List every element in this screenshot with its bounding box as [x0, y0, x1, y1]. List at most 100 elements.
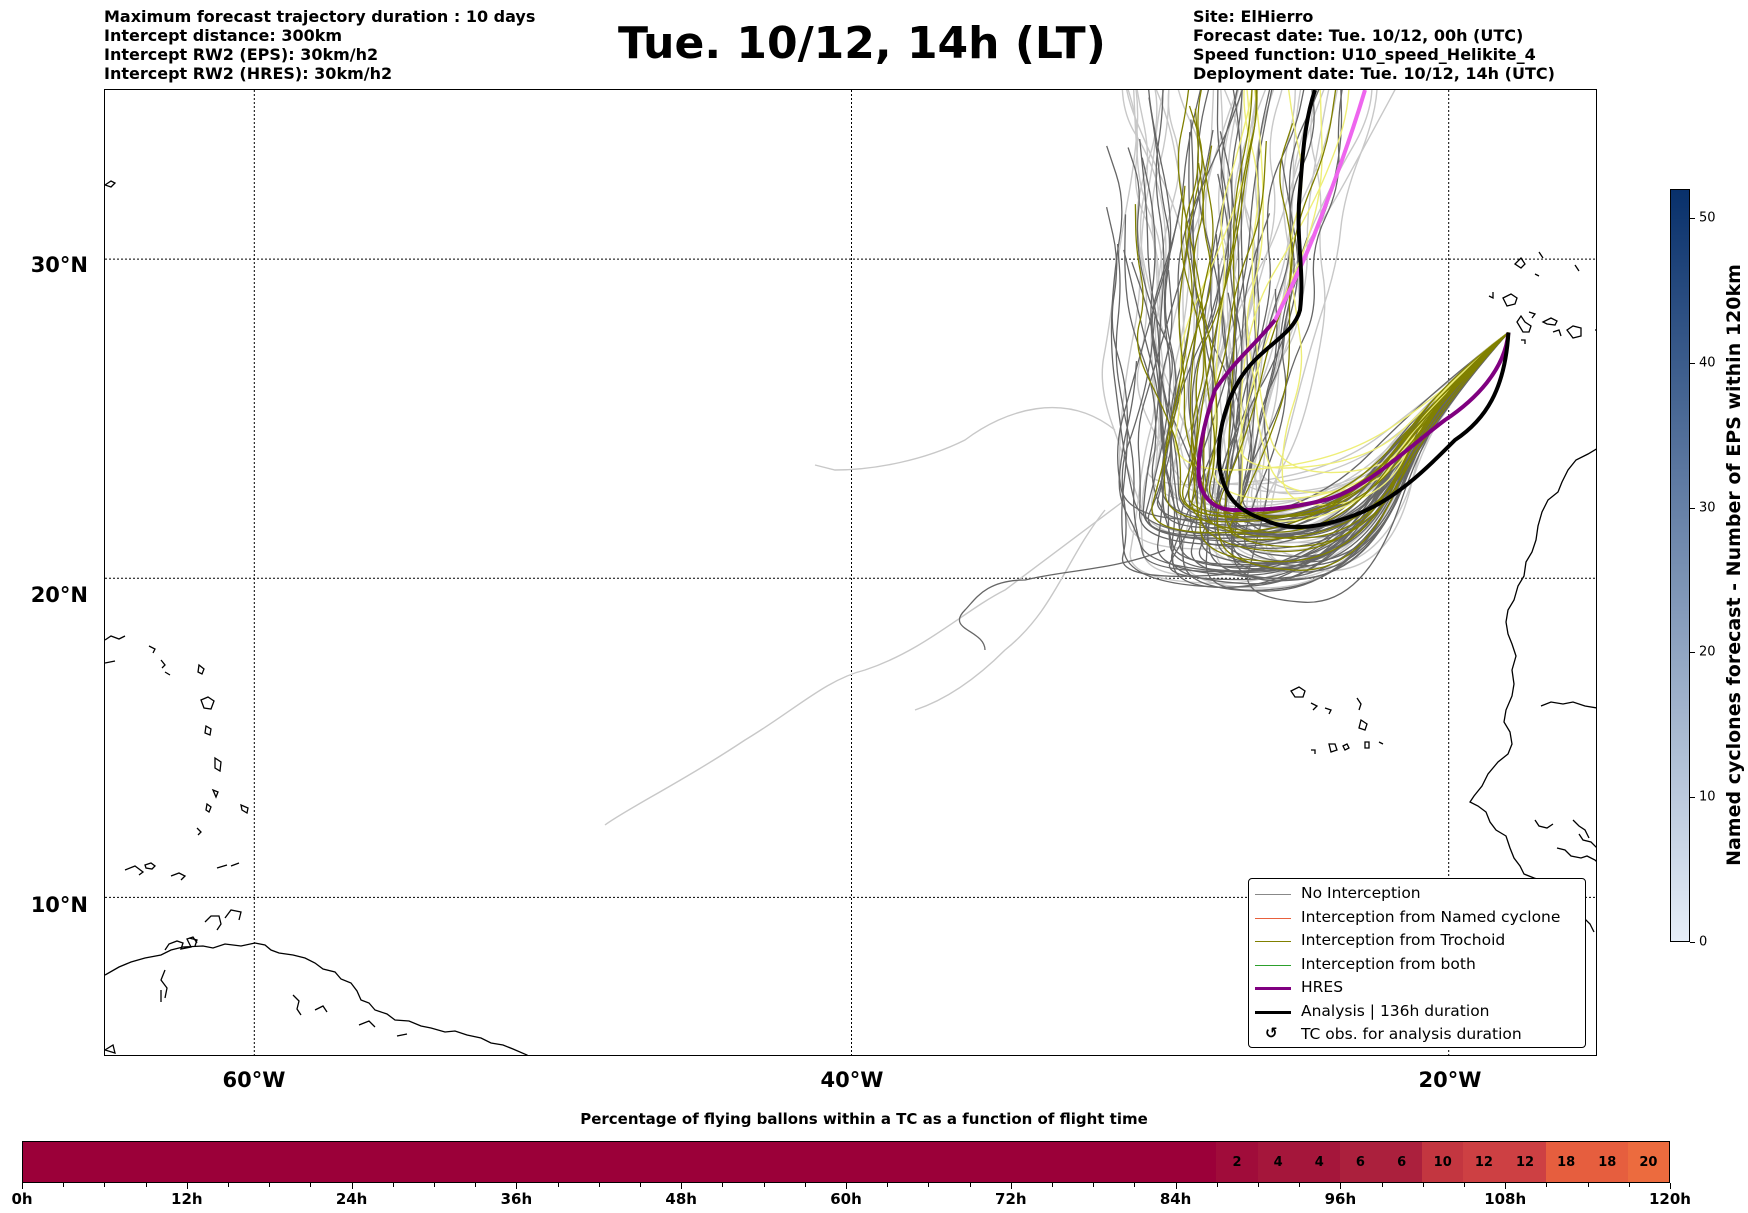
colorbar-tick-label: 40	[1699, 355, 1716, 371]
eps-trajectory	[1121, 314, 1509, 577]
eps-trajectory-trochoid	[1224, 90, 1509, 548]
flight-bar-tick	[1299, 1183, 1301, 1187]
colorbar-tick	[1690, 942, 1695, 943]
eps-trajectory-trochoid	[1199, 140, 1509, 563]
flight-bar-tick	[557, 1183, 559, 1187]
eps-trajectories-no-interception	[604, 90, 1509, 826]
flight-bar-tick	[351, 1183, 353, 1189]
flight-bar-tick-label: 48h	[665, 1190, 697, 1208]
flight-bar-tick	[475, 1183, 477, 1187]
speed-function-text: Speed function: U10_speed_Helikite_4	[1193, 45, 1536, 64]
legend-swatch-both	[1255, 964, 1291, 966]
legend-label: HRES	[1301, 978, 1344, 996]
site-text: Site: ElHierro	[1193, 7, 1314, 26]
flight-bar-tick-label: 108h	[1484, 1190, 1527, 1208]
eps-trajectory-trochoid	[1177, 90, 1509, 518]
eps-trajectory-trochoid	[1151, 145, 1509, 534]
flight-bar-segment	[23, 1142, 1217, 1182]
flight-bar-segment: 2	[1216, 1142, 1258, 1182]
legend-swatch-no-interception	[1255, 894, 1291, 895]
flight-bar-tick	[887, 1183, 889, 1187]
flight-bar-tick-label: 84h	[1159, 1190, 1192, 1208]
flight-bar-tick	[763, 1183, 765, 1187]
colorbar-tick-label: 30	[1699, 500, 1716, 516]
hres-trajectory-extended	[1273, 90, 1367, 321]
flight-bar-segment: 18	[1586, 1142, 1628, 1182]
hres-trajectory	[1196, 318, 1511, 513]
eps-trajectory	[1202, 90, 1509, 568]
coastline-bermuda	[105, 180, 117, 188]
colorbar-label: Named cyclones forecast - Number of EPS …	[1723, 264, 1745, 866]
flight-bar-tick	[640, 1183, 641, 1187]
eps-trajectory	[1238, 90, 1509, 544]
coastline-madeira	[1513, 256, 1540, 277]
flight-bar-tick	[22, 1183, 23, 1189]
intercept-eps-text: Intercept RW2 (EPS): 30km/h2	[104, 45, 379, 64]
flight-bar-tick	[1464, 1183, 1465, 1187]
run-parameters: Maximum forecast trajectory duration : 1…	[104, 7, 535, 83]
legend-swatch-named-cyclone	[1255, 917, 1291, 919]
coastline-africa	[1469, 448, 1596, 933]
eps-trajectory-trochoid	[1134, 204, 1509, 517]
flight-bar-tick	[434, 1183, 435, 1187]
flight-bar-tick	[1052, 1183, 1053, 1187]
eps-trajectory	[1242, 90, 1509, 495]
flight-bar-tick	[516, 1183, 518, 1189]
colorbar-tick	[1690, 507, 1695, 509]
legend-label: Interception from Named cyclone	[1301, 907, 1561, 926]
eps-trajectory	[1231, 90, 1509, 573]
flight-bar-tick	[598, 1183, 600, 1187]
flight-bar-tick	[392, 1183, 394, 1187]
eps-trajectory-trochoid	[1216, 123, 1509, 571]
flight-bar-tick	[1010, 1183, 1012, 1189]
flight-bar-tick	[969, 1183, 971, 1187]
flight-bar-tick	[681, 1183, 683, 1189]
colorbar-tick	[1690, 797, 1695, 799]
flight-bar-tick	[186, 1183, 188, 1189]
flight-percentage-bar: 2 4 4 6 6 10 12 12 18 18 20	[22, 1141, 1670, 1183]
lon-label-60w: 60°W	[222, 1068, 286, 1092]
eps-trajectory	[914, 509, 1106, 711]
lon-label-20w: 20°W	[1418, 1068, 1482, 1092]
colorbar-tick-label: 0	[1699, 934, 1708, 950]
eps-trajectory	[1233, 90, 1509, 539]
eps-trajectory-trochoid	[1246, 90, 1509, 494]
coastline-cape-verde	[1290, 686, 1384, 754]
legend-item-tc-obs: ↺ TC obs. for analysis duration	[1249, 1024, 1585, 1048]
flight-bar-segment: 4	[1257, 1142, 1299, 1182]
legend-swatch-hres	[1255, 987, 1291, 990]
coastlines	[105, 180, 1596, 1055]
eps-trajectory	[958, 549, 1166, 651]
forecast-date-text: Forecast date: Tue. 10/12, 00h (UTC)	[1193, 26, 1524, 45]
colorbar-tick-label: 10	[1699, 789, 1716, 805]
eps-trajectory	[1123, 249, 1509, 592]
flight-bar-segment: 12	[1504, 1142, 1546, 1182]
page-title: Tue. 10/12, 14h (LT)	[618, 18, 1106, 69]
flight-bar-tick-label: 96h	[1324, 1190, 1357, 1208]
flight-bar-tick	[1175, 1183, 1177, 1189]
legend-item-no-interception: No Interception	[1249, 883, 1585, 907]
coastline-south-america	[105, 909, 529, 1055]
eps-trajectory	[1250, 90, 1509, 517]
legend-item-trochoid: Interception from Trochoid	[1249, 930, 1585, 954]
colorbar	[1670, 189, 1690, 942]
flight-bar-tick	[1216, 1183, 1218, 1187]
eps-trajectory	[1218, 90, 1509, 562]
flight-bar-tick	[1628, 1183, 1630, 1187]
flight-bar-segment: 6	[1381, 1142, 1423, 1182]
flight-bar-tick	[1340, 1183, 1342, 1189]
legend-swatch-trochoid	[1255, 941, 1291, 942]
flight-bar-tick	[269, 1183, 271, 1187]
flight-bar-title: Percentage of flying ballons within a TC…	[580, 1110, 1148, 1128]
eps-trajectory	[604, 499, 1126, 826]
flight-bar-tick	[1587, 1183, 1589, 1187]
flight-bar-tick-label: 24h	[335, 1190, 368, 1208]
flight-bar-tick-label: 0h	[11, 1190, 33, 1208]
flight-bar-tick	[1258, 1183, 1259, 1187]
flight-bar-tick-label: 60h	[830, 1190, 862, 1208]
flight-bar-segment: 12	[1463, 1142, 1505, 1182]
coastline-canary-islands	[1488, 251, 1596, 344]
legend-label: Interception from both	[1301, 954, 1476, 973]
eps-trajectory	[1136, 90, 1509, 503]
map-legend: No Interception Interception from Named …	[1248, 878, 1586, 1048]
